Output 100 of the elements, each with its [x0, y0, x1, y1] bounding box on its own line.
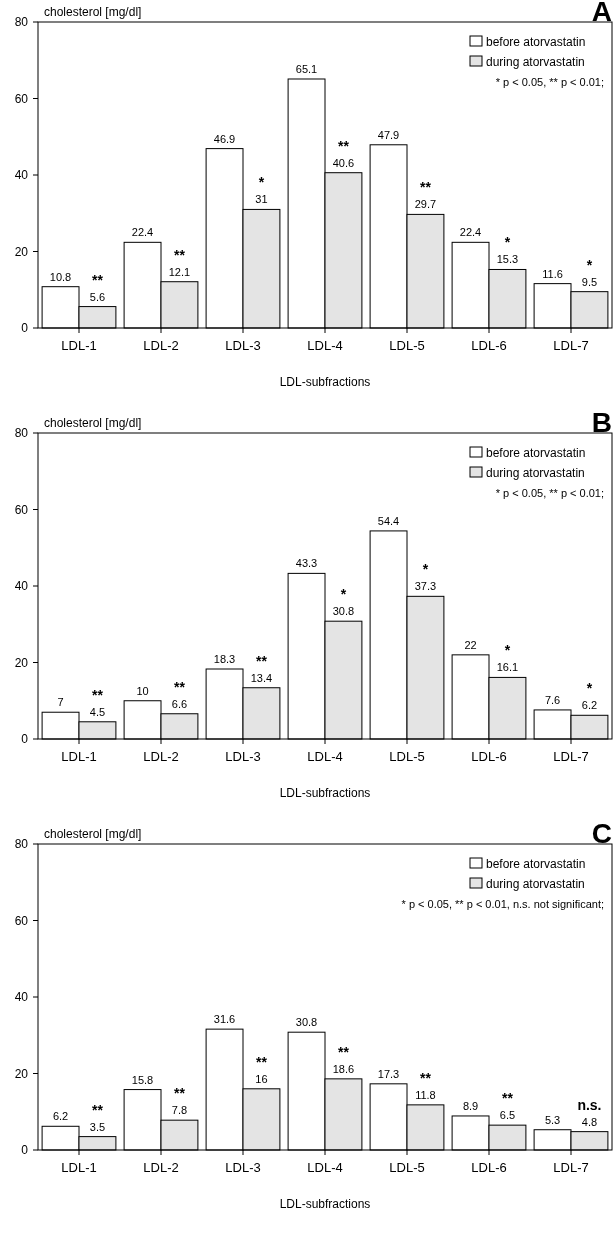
data-label: 22.4: [131, 226, 154, 239]
legend-label: during atorvastatin: [486, 55, 585, 70]
data-label: 40.6: [332, 156, 355, 169]
data-label: 15.3: [496, 253, 519, 266]
legend-label: during atorvastatin: [486, 877, 585, 892]
annotation: *: [422, 561, 429, 578]
x-tick-label: LDL-1: [61, 338, 97, 353]
annotation: * p < 0.05, ** p < 0.01;: [495, 75, 604, 88]
annotation: **: [92, 1101, 104, 1118]
data-label: 10.8: [49, 270, 72, 283]
annotation: *: [504, 234, 511, 251]
data-label: 31: [255, 193, 268, 206]
y-tick-label: 80: [14, 837, 29, 852]
data-label: 29.7: [414, 198, 437, 211]
data-label: 11.8: [415, 1088, 436, 1101]
legend-label: before atorvastatin: [486, 35, 586, 50]
data-label: 3.5: [89, 1120, 106, 1133]
annotation: *: [340, 586, 347, 603]
legend-label: during atorvastatin: [486, 466, 585, 481]
annotation: **: [338, 137, 350, 154]
x-tick-label: LDL-4: [307, 749, 343, 764]
data-label: 18.6: [332, 1062, 355, 1075]
x-tick-label: LDL-3: [225, 1160, 261, 1175]
data-label: 46.9: [213, 132, 236, 145]
y-tick-label: 40: [14, 168, 29, 183]
data-label: 31.6: [213, 1013, 236, 1026]
y-axis-title: cholesterol [mg/dl]: [44, 5, 142, 19]
x-tick-label: LDL-4: [307, 1160, 343, 1175]
data-label: 7: [57, 696, 64, 709]
x-tick-label: LDL-1: [61, 749, 97, 764]
x-tick-label: LDL-5: [389, 1160, 425, 1175]
annotation: **: [174, 1085, 186, 1102]
data-label: 54.4: [377, 514, 400, 527]
y-tick-label: 20: [14, 244, 29, 259]
x-tick-label: LDL-7: [553, 1160, 589, 1175]
data-label: 22.4: [459, 226, 482, 239]
annotation: **: [338, 1043, 350, 1060]
x-axis-title: LDL-subfractions: [279, 1197, 371, 1211]
data-label: 6.6: [171, 697, 188, 710]
annotation: **: [92, 686, 104, 703]
data-label: 65.1: [295, 62, 318, 75]
data-label: 43.3: [295, 557, 318, 570]
annotation: **: [502, 1090, 514, 1107]
y-tick-label: 80: [14, 426, 29, 441]
x-tick-label: LDL-6: [471, 1160, 507, 1175]
data-label: 30.8: [332, 605, 355, 618]
x-tick-label: LDL-7: [553, 749, 589, 764]
annotation: **: [256, 1053, 268, 1070]
data-label: 13.4: [250, 671, 273, 684]
data-label: 15.8: [131, 1073, 154, 1086]
annotation: **: [420, 1069, 432, 1086]
y-tick-label: 60: [14, 502, 29, 517]
data-label: 17.3: [377, 1067, 400, 1080]
data-label: 11.6: [542, 267, 563, 280]
chart-title: C: [591, 818, 612, 849]
data-label: 16.1: [496, 661, 519, 674]
y-tick-label: 20: [14, 1066, 29, 1081]
y-tick-label: 20: [14, 655, 29, 670]
x-tick-label: LDL-1: [61, 1160, 97, 1175]
y-tick-label: 0: [21, 321, 29, 336]
annotation: *: [586, 256, 593, 273]
data-label: 5.6: [89, 290, 106, 303]
x-tick-label: LDL-3: [225, 749, 261, 764]
x-tick-label: LDL-3: [225, 338, 261, 353]
y-axis-title: cholesterol [mg/dl]: [44, 827, 142, 841]
annotation: *: [258, 174, 265, 191]
x-tick-label: LDL-5: [389, 749, 425, 764]
annotation: **: [174, 246, 186, 263]
data-label: 37.3: [414, 580, 437, 593]
x-axis-title: LDL-subfractions: [279, 375, 371, 389]
data-label: 8.9: [462, 1099, 479, 1112]
data-label: 4.8: [581, 1115, 598, 1128]
data-label: 4.5: [89, 705, 106, 718]
data-label: 5.3: [544, 1113, 561, 1126]
y-tick-label: 80: [14, 15, 29, 30]
data-label: 6.2: [581, 699, 598, 712]
data-label: 16: [255, 1072, 268, 1085]
data-label: 10: [136, 684, 149, 697]
chart-title: B: [591, 407, 612, 438]
x-tick-label: LDL-2: [143, 1160, 179, 1175]
y-tick-label: 0: [21, 1143, 29, 1158]
annotation: **: [92, 271, 104, 288]
x-tick-label: LDL-5: [389, 338, 425, 353]
annotation: **: [174, 678, 186, 695]
data-label: 7.6: [544, 693, 561, 706]
annotation: n.s.: [577, 1096, 602, 1113]
y-tick-label: 60: [14, 91, 29, 106]
y-tick-label: 60: [14, 913, 29, 928]
data-label: 12.1: [168, 265, 191, 278]
legend-label: before atorvastatin: [486, 857, 586, 872]
x-tick-label: LDL-2: [143, 749, 179, 764]
x-tick-label: LDL-4: [307, 338, 343, 353]
y-tick-label: 0: [21, 732, 29, 747]
x-axis-title: LDL-subfractions: [279, 786, 371, 800]
x-tick-label: LDL-6: [471, 338, 507, 353]
data-label: 47.9: [377, 128, 400, 141]
annotation: *: [586, 680, 593, 697]
y-axis-title: cholesterol [mg/dl]: [44, 416, 142, 430]
chart-title: A: [591, 0, 612, 27]
annotation: **: [420, 179, 432, 196]
